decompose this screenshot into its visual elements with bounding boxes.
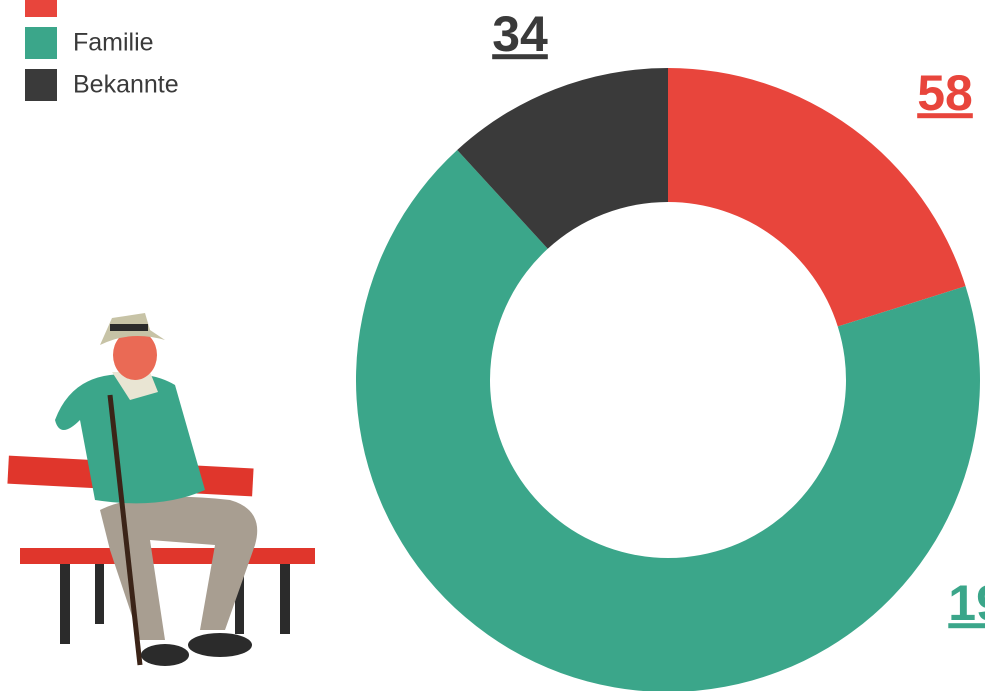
legend-label: Familie [73, 29, 154, 57]
legend-swatch [25, 27, 57, 59]
illustration [7, 313, 315, 666]
page: {"chart_data": {"type": "donut", "catego… [0, 0, 985, 691]
legend-label: Bekannte [73, 71, 179, 99]
chart: 58 196 34 Familie Bekannte [0, 0, 985, 691]
data-label: 34 [492, 6, 548, 62]
legend-swatch [25, 0, 57, 17]
legend-swatch [25, 69, 57, 101]
data-label: 58 [917, 65, 973, 121]
data-label: 196 [948, 575, 985, 631]
